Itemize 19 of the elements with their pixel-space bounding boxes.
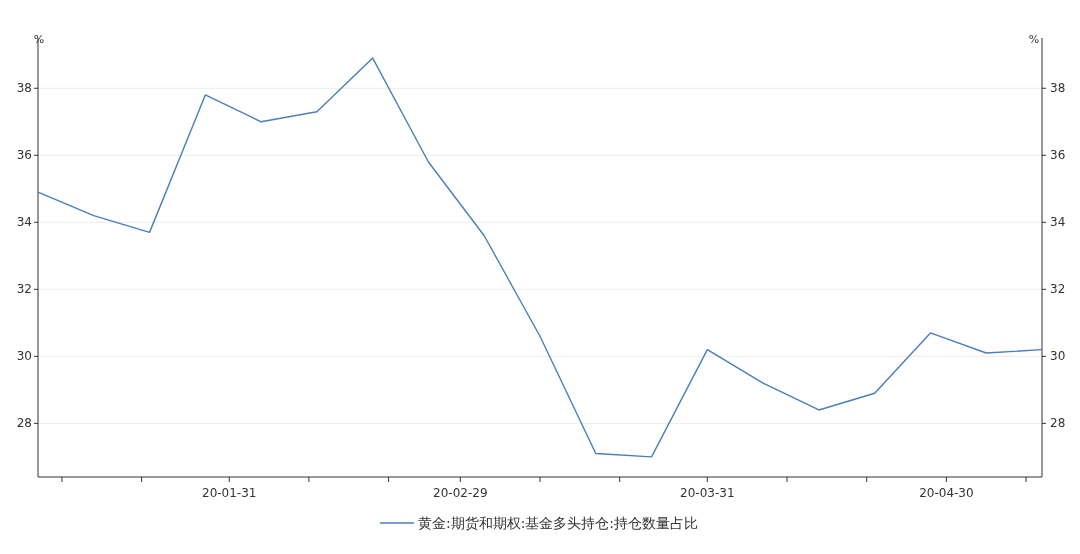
y2-tick-label: 28 xyxy=(1050,416,1066,431)
y2-tick-label: 38 xyxy=(1050,81,1066,96)
x-tick-label: 20-04-30 xyxy=(919,486,974,500)
y-tick-label: 28 xyxy=(16,416,32,431)
y-tick-label: 32 xyxy=(16,282,32,297)
x-tick-label: 20-01-31 xyxy=(202,486,257,500)
y-tick-label: 34 xyxy=(16,215,32,230)
y2-tick-label: 32 xyxy=(1050,282,1066,297)
y2-tick-label: 30 xyxy=(1050,349,1066,364)
y2-tick-label: 34 xyxy=(1050,215,1066,230)
y2-tick-label: 36 xyxy=(1050,148,1066,163)
y-axis-title: % xyxy=(33,33,45,46)
y-tick-label: 38 xyxy=(16,81,32,96)
x-tick-label: 20-02-29 xyxy=(433,486,488,500)
y-tick-label: 36 xyxy=(16,148,32,163)
legend: 黄金:期货和期权:基金多头持仓:持仓数量占比 xyxy=(379,515,699,531)
x-tick-label: 20-03-31 xyxy=(680,486,735,500)
y-tick-label: 30 xyxy=(16,349,32,364)
y2-axis-title: % xyxy=(1028,33,1040,46)
